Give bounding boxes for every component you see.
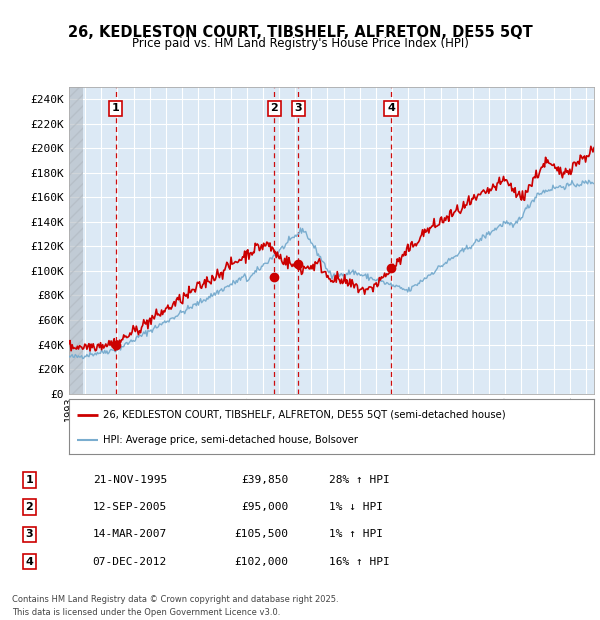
Text: 4: 4 [25, 557, 33, 567]
Text: 14-MAR-2007: 14-MAR-2007 [92, 529, 167, 539]
Text: 2: 2 [270, 104, 278, 113]
Text: Contains HM Land Registry data © Crown copyright and database right 2025.
This d: Contains HM Land Registry data © Crown c… [12, 595, 338, 617]
Text: 28% ↑ HPI: 28% ↑ HPI [329, 475, 389, 485]
Text: 2: 2 [25, 502, 33, 512]
Text: £95,000: £95,000 [241, 502, 289, 512]
Text: 1% ↓ HPI: 1% ↓ HPI [329, 502, 383, 512]
Text: HPI: Average price, semi-detached house, Bolsover: HPI: Average price, semi-detached house,… [103, 435, 358, 445]
Text: 16% ↑ HPI: 16% ↑ HPI [329, 557, 389, 567]
Text: 3: 3 [25, 529, 33, 539]
Text: 4: 4 [387, 104, 395, 113]
Text: 1: 1 [112, 104, 119, 113]
Text: 3: 3 [295, 104, 302, 113]
Text: £39,850: £39,850 [241, 475, 289, 485]
Text: £102,000: £102,000 [235, 557, 289, 567]
Text: 12-SEP-2005: 12-SEP-2005 [92, 502, 167, 512]
Text: £105,500: £105,500 [235, 529, 289, 539]
Text: 07-DEC-2012: 07-DEC-2012 [92, 557, 167, 567]
Bar [69, 87, 83, 394]
Text: 26, KEDLESTON COURT, TIBSHELF, ALFRETON, DE55 5QT (semi-detached house): 26, KEDLESTON COURT, TIBSHELF, ALFRETON,… [103, 410, 506, 420]
Text: 21-NOV-1995: 21-NOV-1995 [92, 475, 167, 485]
Text: Price paid vs. HM Land Registry's House Price Index (HPI): Price paid vs. HM Land Registry's House … [131, 37, 469, 50]
Text: 1: 1 [25, 475, 33, 485]
Text: 1% ↑ HPI: 1% ↑ HPI [329, 529, 383, 539]
Text: 26, KEDLESTON COURT, TIBSHELF, ALFRETON, DE55 5QT: 26, KEDLESTON COURT, TIBSHELF, ALFRETON,… [68, 25, 532, 40]
